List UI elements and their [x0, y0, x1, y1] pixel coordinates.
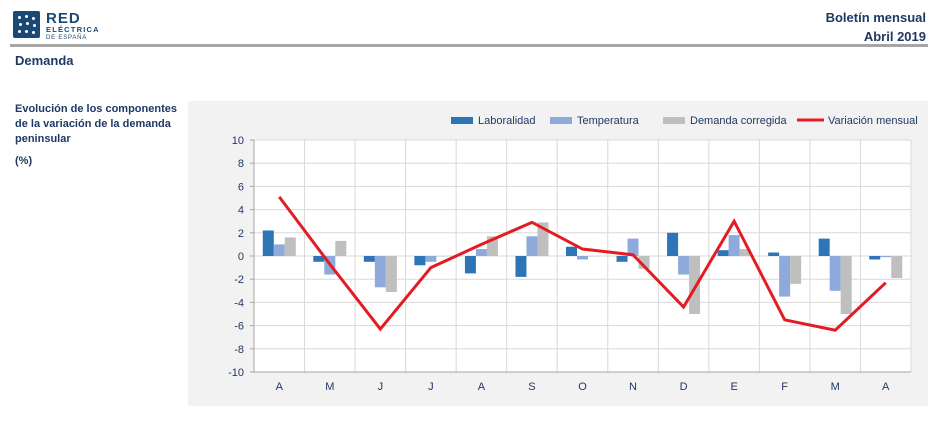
- bar-demanda-corregida: [739, 249, 751, 256]
- x-tick-label: A: [276, 381, 284, 393]
- y-tick-label: -10: [228, 367, 244, 379]
- bar-demanda-corregida: [588, 256, 599, 257]
- bar-temperatura: [678, 256, 690, 275]
- header-divider: [10, 44, 928, 47]
- bar-demanda-corregida: [891, 256, 903, 279]
- bar-temperatura: [779, 256, 791, 297]
- x-tick-label: A: [882, 381, 890, 393]
- legend-label: Variación mensual: [828, 115, 918, 127]
- bar-demanda-corregida: [335, 240, 347, 256]
- bar-laboralidad: [768, 252, 780, 256]
- bar-laboralidad: [414, 256, 426, 266]
- bar-laboralidad: [616, 256, 628, 262]
- bar-laboralidad: [464, 256, 476, 274]
- bar-laboralidad: [717, 250, 729, 256]
- bulletin-header: Boletín mensual Abril 2019: [826, 8, 926, 46]
- y-tick-label: 8: [238, 158, 244, 170]
- legend-label: Laboralidad: [478, 115, 536, 127]
- x-tick-label: S: [528, 381, 535, 393]
- bar-temperatura: [627, 238, 639, 256]
- x-tick-label: O: [578, 381, 587, 393]
- bar-demanda-corregida: [790, 256, 802, 284]
- company-logo: RED ELÉCTRICA DE ESPAÑA: [13, 11, 113, 41]
- chart-unit: (%): [15, 155, 33, 167]
- y-tick-label: 10: [232, 135, 244, 147]
- y-tick-label: 4: [238, 205, 244, 217]
- bar-temperatura: [273, 244, 285, 256]
- y-tick-label: -2: [234, 274, 244, 286]
- x-tick-label: M: [325, 381, 334, 393]
- bar-temperatura: [880, 256, 892, 258]
- y-tick-label: 2: [238, 228, 244, 240]
- bar-laboralidad: [566, 246, 577, 256]
- bar-demanda-corregida: [840, 256, 852, 314]
- logo-subtext: ELÉCTRICA: [46, 25, 100, 34]
- legend-label: Temperatura: [577, 115, 640, 127]
- legend-swatch: [663, 117, 685, 124]
- bar-demanda-corregida: [486, 236, 498, 256]
- bar-temperatura: [829, 256, 841, 291]
- bar-temperatura: [425, 256, 437, 262]
- bar-temperatura: [526, 236, 538, 256]
- bar-demanda-corregida: [537, 222, 549, 256]
- bar-temperatura: [728, 235, 740, 256]
- chart-panel: 10 8 6 4 2 0 -2 -4 -6 -8 -10 A M J J A S O N D E F M A Laboralid…: [188, 101, 928, 406]
- bar-laboralidad: [262, 230, 274, 256]
- bar-laboralidad: [363, 256, 375, 262]
- y-tick-label: -4: [234, 297, 244, 309]
- logo-subtext-2: DE ESPAÑA: [46, 35, 88, 41]
- chart-title: Evolución de los componentes de la varia…: [15, 103, 177, 145]
- legend-swatch: [550, 117, 572, 124]
- bar-laboralidad: [818, 238, 830, 256]
- y-tick-label: -6: [234, 321, 244, 333]
- bar-laboralidad: [515, 256, 527, 277]
- x-tick-label: M: [831, 381, 840, 393]
- legend-label: Demanda corregida: [690, 115, 787, 127]
- bar-demanda-corregida: [689, 256, 701, 314]
- bar-demanda-corregida: [284, 237, 296, 256]
- x-tick-label: F: [781, 381, 788, 393]
- y-tick-label: 6: [238, 181, 244, 193]
- logo-icon: [13, 11, 40, 38]
- x-tick-label: D: [680, 381, 688, 393]
- x-tick-label: A: [478, 381, 486, 393]
- x-tick-label: J: [378, 381, 384, 393]
- bar-demanda-corregida: [436, 256, 448, 257]
- y-tick-label: 0: [238, 251, 244, 263]
- x-tick-label: E: [730, 381, 737, 393]
- y-tick-label: -8: [234, 344, 244, 356]
- bar-laboralidad: [667, 232, 679, 256]
- legend-swatch: [451, 117, 473, 124]
- bar-demanda-corregida: [638, 256, 650, 269]
- logo-text: RED: [46, 10, 81, 27]
- chart: 10 8 6 4 2 0 -2 -4 -6 -8 -10 A M J J A S O N D E F M A Laboralid…: [228, 115, 918, 393]
- bar-laboralidad: [869, 256, 881, 260]
- bar-temperatura: [577, 256, 588, 260]
- section-title: Demanda: [15, 53, 74, 68]
- bar-temperatura: [374, 256, 386, 288]
- chart-description: Evolución de los componentes de la varia…: [15, 102, 185, 169]
- bar-demanda-corregida: [385, 256, 397, 292]
- bar-temperatura: [475, 249, 487, 256]
- x-tick-label: N: [629, 381, 637, 393]
- bulletin-title: Boletín mensual: [825, 10, 926, 25]
- bar-laboralidad: [313, 256, 325, 262]
- x-tick-label: J: [428, 381, 434, 393]
- bulletin-date: Abril 2019: [863, 29, 926, 44]
